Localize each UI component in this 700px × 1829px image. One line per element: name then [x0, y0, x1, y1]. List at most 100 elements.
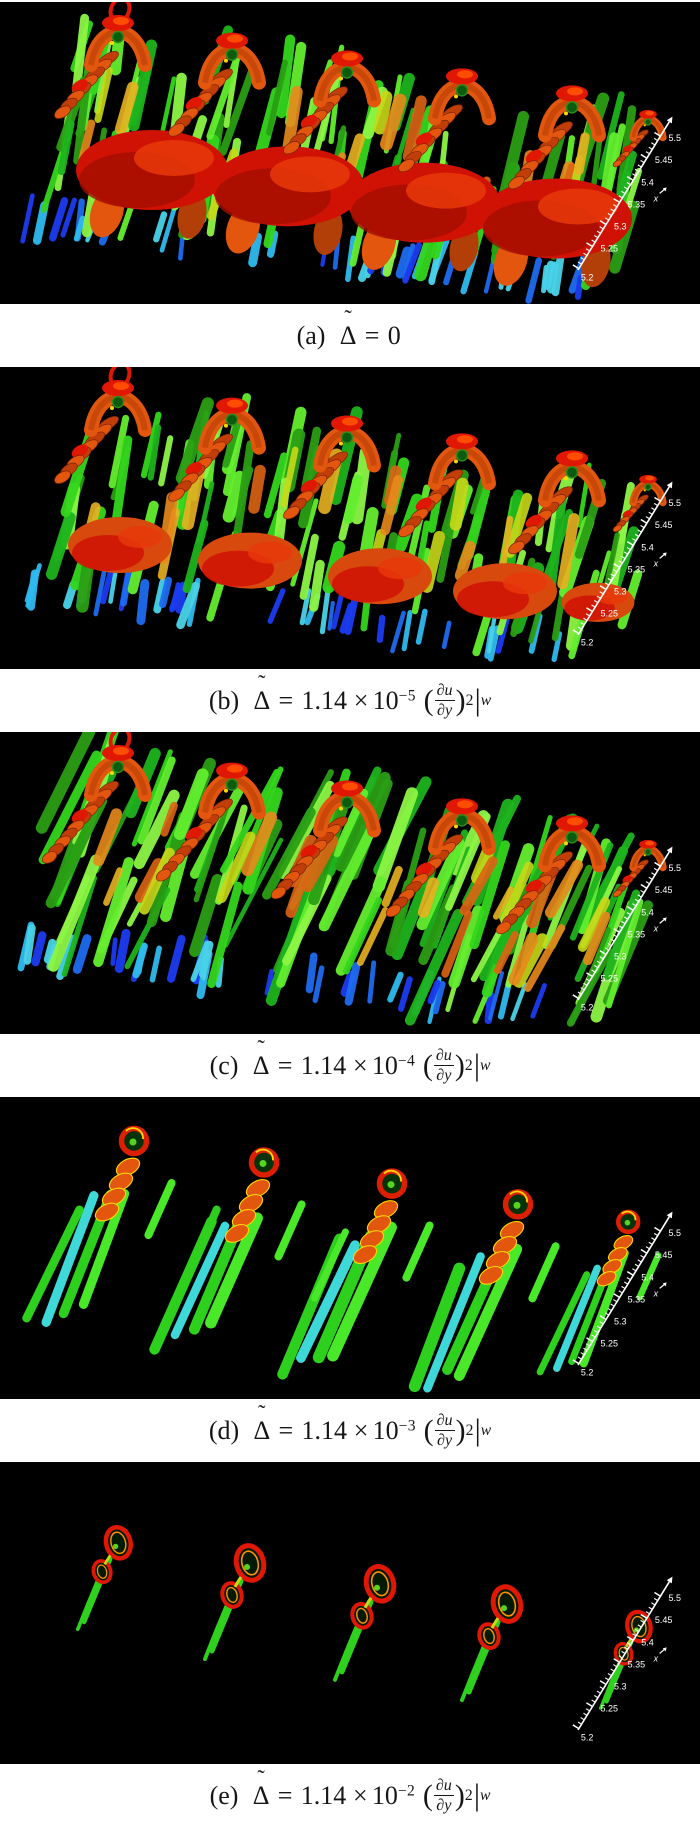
equals-sign: =: [364, 320, 380, 350]
delta-glyph: Δ: [339, 320, 357, 350]
exponent: −3: [398, 1416, 416, 1434]
wall-shear-term: ( ∂u ∂y ) 2 | w: [423, 1777, 491, 1815]
coefficient: 1.14: [300, 1780, 347, 1810]
svg-text:5.5: 5.5: [668, 863, 681, 873]
wall-shear-term: ( ∂u ∂y ) 2 | w: [423, 1047, 491, 1085]
close-paren: ): [454, 1778, 465, 1812]
svg-text:5.35: 5.35: [628, 929, 646, 939]
tilde-accent: ˜: [344, 304, 352, 330]
svg-text:5.35: 5.35: [628, 1294, 646, 1304]
figure-unit-a: 5.2 5.25 5.3 5.35 x 5.4 5.45 5.5 (a) ˜ Δ = 0: [0, 2, 700, 367]
svg-text:x: x: [653, 923, 659, 933]
evaluation-bar: |: [473, 1048, 480, 1082]
exponent: −5: [398, 686, 416, 704]
svg-text:5.4: 5.4: [641, 1637, 654, 1647]
svg-text:5.25: 5.25: [600, 1339, 618, 1349]
svg-text:5.25: 5.25: [600, 244, 618, 254]
du-dy-fraction: ∂u ∂y: [433, 1777, 455, 1815]
isosurface-scene-d: 5.2 5.25 5.3 5.35 x 5.4 5.45 5.5: [22, 1125, 681, 1393]
evaluation-bar: |: [473, 1778, 480, 1812]
caption-index-label: (c): [209, 1050, 239, 1080]
figure-unit-b: 5.2 5.25 5.3 5.35 x 5.4 5.45 5.5 (b) ˜ Δ = 1.14 …: [0, 367, 700, 732]
render-panel-c: 5.2 5.25 5.3 5.35 x 5.4 5.45 5.5: [0, 732, 700, 1034]
svg-text:x: x: [653, 1288, 659, 1298]
times-sign: ×: [353, 1415, 369, 1445]
equals-sign: =: [278, 685, 294, 715]
render-panel-e: 5.2 5.25 5.3 5.35 x 5.4 5.45 5.5: [0, 1462, 700, 1764]
caption-value: 0: [387, 320, 401, 350]
isosurface-scene-a: 5.2 5.25 5.3 5.35 x 5.4 5.45 5.5: [20, 2, 681, 304]
fraction-denominator: ∂y: [436, 1797, 452, 1814]
panel-caption-d: (d) ˜ Δ = 1.14 × 10−3 ( ∂u ∂y ) 2 | w: [0, 1399, 700, 1462]
svg-text:x: x: [653, 193, 659, 203]
close-paren: ): [455, 683, 466, 717]
evaluation-bar: |: [474, 1413, 481, 1447]
tilde-accent: ˜: [257, 1034, 265, 1060]
panel-caption-a: (a) ˜ Δ = 0: [0, 304, 700, 367]
svg-text:5.2: 5.2: [581, 1003, 594, 1013]
panel-caption-c: (c) ˜ Δ = 1.14 × 10−4 ( ∂u ∂y ) 2 | w: [0, 1034, 700, 1097]
times-sign: ×: [353, 1050, 368, 1080]
open-paren: (: [423, 683, 434, 717]
svg-text:5.5: 5.5: [668, 498, 681, 508]
delta-glyph: Δ: [252, 1050, 270, 1080]
equals-sign: =: [278, 1415, 294, 1445]
base-ten: 10: [372, 1415, 399, 1445]
svg-text:5.2: 5.2: [581, 638, 594, 648]
close-paren: ): [455, 1413, 466, 1447]
fraction-denominator: ∂y: [436, 1067, 452, 1084]
du-dy-fraction: ∂u ∂y: [433, 1047, 455, 1085]
wall-subscript: w: [480, 691, 492, 709]
coefficient: 1.14: [300, 1050, 347, 1080]
fraction-denominator: ∂y: [437, 1432, 453, 1449]
caption-index-label: (a): [296, 320, 326, 350]
wall-shear-term: ( ∂u ∂y ) 2 | w: [424, 1412, 492, 1450]
wall-shear-term: ( ∂u ∂y ) 2 | w: [424, 682, 492, 720]
panel-caption-e: (e) ˜ Δ = 1.14 × 10−2 ( ∂u ∂y ) 2 | w: [0, 1764, 700, 1827]
svg-text:5.35: 5.35: [628, 199, 646, 209]
term-power: 2: [465, 1421, 474, 1439]
base-ten: 10: [372, 685, 399, 715]
base-ten: 10: [371, 1050, 398, 1080]
svg-text:x: x: [653, 1653, 659, 1663]
evaluation-bar: |: [474, 683, 481, 717]
times-sign: ×: [353, 685, 369, 715]
open-paren: (: [422, 1048, 433, 1082]
svg-text:5.45: 5.45: [655, 155, 673, 165]
svg-text:5.4: 5.4: [641, 177, 654, 187]
delta-symbol: ˜ Δ: [339, 306, 357, 351]
exponent: −4: [397, 1051, 416, 1069]
render-panel-b: 5.2 5.25 5.3 5.35 x 5.4 5.45 5.5: [0, 367, 700, 669]
panel-caption-b: (b) ˜ Δ = 1.14 × 10−5 ( ∂u ∂y ) 2 | w: [0, 669, 700, 732]
caption-index-label: (d): [208, 1415, 240, 1445]
fraction-numerator: ∂u: [434, 682, 455, 701]
tilde-accent: ˜: [258, 669, 266, 695]
open-paren: (: [423, 1413, 434, 1447]
delta-symbol: ˜ Δ: [253, 671, 270, 716]
svg-text:x: x: [653, 558, 659, 568]
delta-symbol: ˜ Δ: [252, 1766, 270, 1811]
figure-unit-d: 5.2 5.25 5.3 5.35 x 5.4 5.45 5.5 (d) ˜ Δ = 1.14 …: [0, 1097, 700, 1462]
wall-subscript: w: [479, 1056, 491, 1074]
svg-text:5.2: 5.2: [581, 273, 594, 283]
svg-text:5.45: 5.45: [655, 1250, 673, 1260]
times-sign: ×: [353, 1780, 368, 1810]
caption-index-label: (b): [208, 685, 240, 715]
fraction-numerator: ∂u: [434, 1412, 455, 1431]
svg-text:5.25: 5.25: [600, 974, 618, 984]
delta-glyph: Δ: [253, 1415, 271, 1445]
fraction-denominator: ∂y: [437, 702, 453, 719]
wall-subscript: w: [479, 1786, 491, 1804]
svg-text:5.4: 5.4: [641, 1272, 654, 1282]
svg-text:5.3: 5.3: [614, 586, 627, 596]
equals-sign: =: [277, 1050, 293, 1080]
coefficient: 1.14: [301, 685, 348, 715]
tilde-accent: ˜: [257, 1764, 265, 1790]
tilde-accent: ˜: [258, 1399, 266, 1425]
delta-glyph: Δ: [252, 1780, 270, 1810]
svg-text:5.25: 5.25: [600, 609, 618, 619]
svg-text:5.35: 5.35: [628, 564, 646, 574]
coefficient: 1.14: [301, 1415, 348, 1445]
isosurface-scene-c: 5.2 5.25 5.3 5.35 x 5.4 5.45 5.5: [17, 732, 681, 1027]
